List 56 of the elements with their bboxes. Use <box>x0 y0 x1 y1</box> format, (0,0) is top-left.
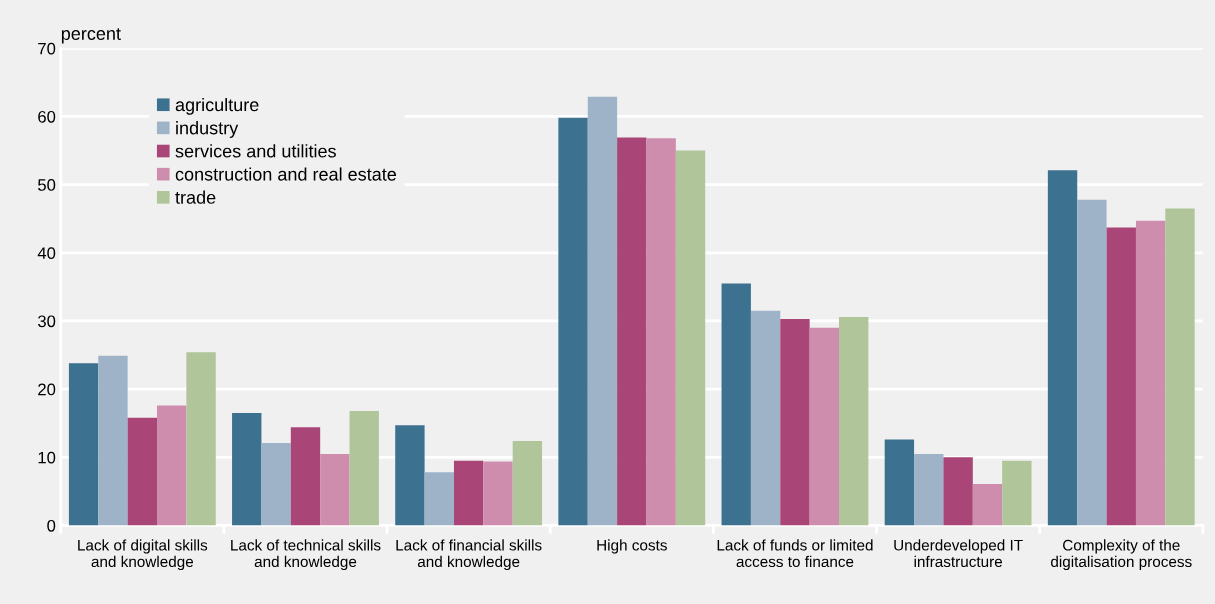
bar <box>721 283 751 526</box>
bar <box>127 417 158 526</box>
x-tick-label: Lack of funds or limited access to finance <box>717 539 873 568</box>
bar <box>320 453 350 526</box>
x-tick-label: Lack of digital skills and knowledge <box>78 539 208 571</box>
bar <box>943 457 973 526</box>
bar <box>157 405 187 526</box>
bar <box>1165 208 1195 526</box>
bar <box>290 427 321 526</box>
bar <box>558 117 588 526</box>
bar <box>349 410 379 526</box>
y-tick-label: 70 <box>38 42 56 55</box>
bar <box>1002 460 1032 526</box>
bar <box>186 352 216 526</box>
bar <box>424 472 454 526</box>
bar <box>972 483 1003 526</box>
bar <box>809 327 840 526</box>
bar <box>617 137 647 526</box>
bar <box>780 318 810 526</box>
bar <box>395 425 425 526</box>
bar <box>483 461 513 526</box>
bar <box>750 310 781 526</box>
y-tick-label: 40 <box>37 247 56 260</box>
bar <box>261 443 291 526</box>
bar <box>884 439 915 526</box>
bar <box>98 355 128 526</box>
bar <box>675 150 706 526</box>
bar <box>453 460 484 526</box>
bar <box>512 440 543 526</box>
legend-label: industry <box>176 121 239 138</box>
bar <box>68 363 99 526</box>
bar <box>1047 170 1078 526</box>
bar <box>914 453 944 526</box>
legend-label: construction and real estate <box>175 167 397 181</box>
y-tick-label: 60 <box>38 110 56 123</box>
bar <box>646 138 676 526</box>
bar <box>1077 199 1107 526</box>
legend-label: services and utilities <box>175 144 336 158</box>
y-tick-label: 10 <box>38 451 56 464</box>
y-axis-title: percent <box>61 28 121 44</box>
y-tick-label: 50 <box>38 179 56 191</box>
y-tick-label: 0 <box>47 519 56 532</box>
x-tick-label: Underdeveloped IT infrastructure <box>894 539 1023 568</box>
bar <box>587 96 618 526</box>
bar <box>232 413 262 526</box>
y-tick-label: 30 <box>37 315 56 328</box>
y-tick-label: 20 <box>38 383 56 396</box>
x-tick-label: Complexity of the digitalisation process <box>1051 539 1192 571</box>
legend-label: agriculture <box>175 97 259 115</box>
x-tick-label: Lack of financial skills and knowledge <box>396 539 542 571</box>
legend-label: trade <box>175 190 216 204</box>
bar <box>1106 227 1136 526</box>
x-tick-label: High costs <box>597 539 667 554</box>
x-tick-label: Lack of technical skills and knowledge <box>231 539 381 571</box>
bar <box>839 316 869 526</box>
bar <box>1135 220 1166 526</box>
